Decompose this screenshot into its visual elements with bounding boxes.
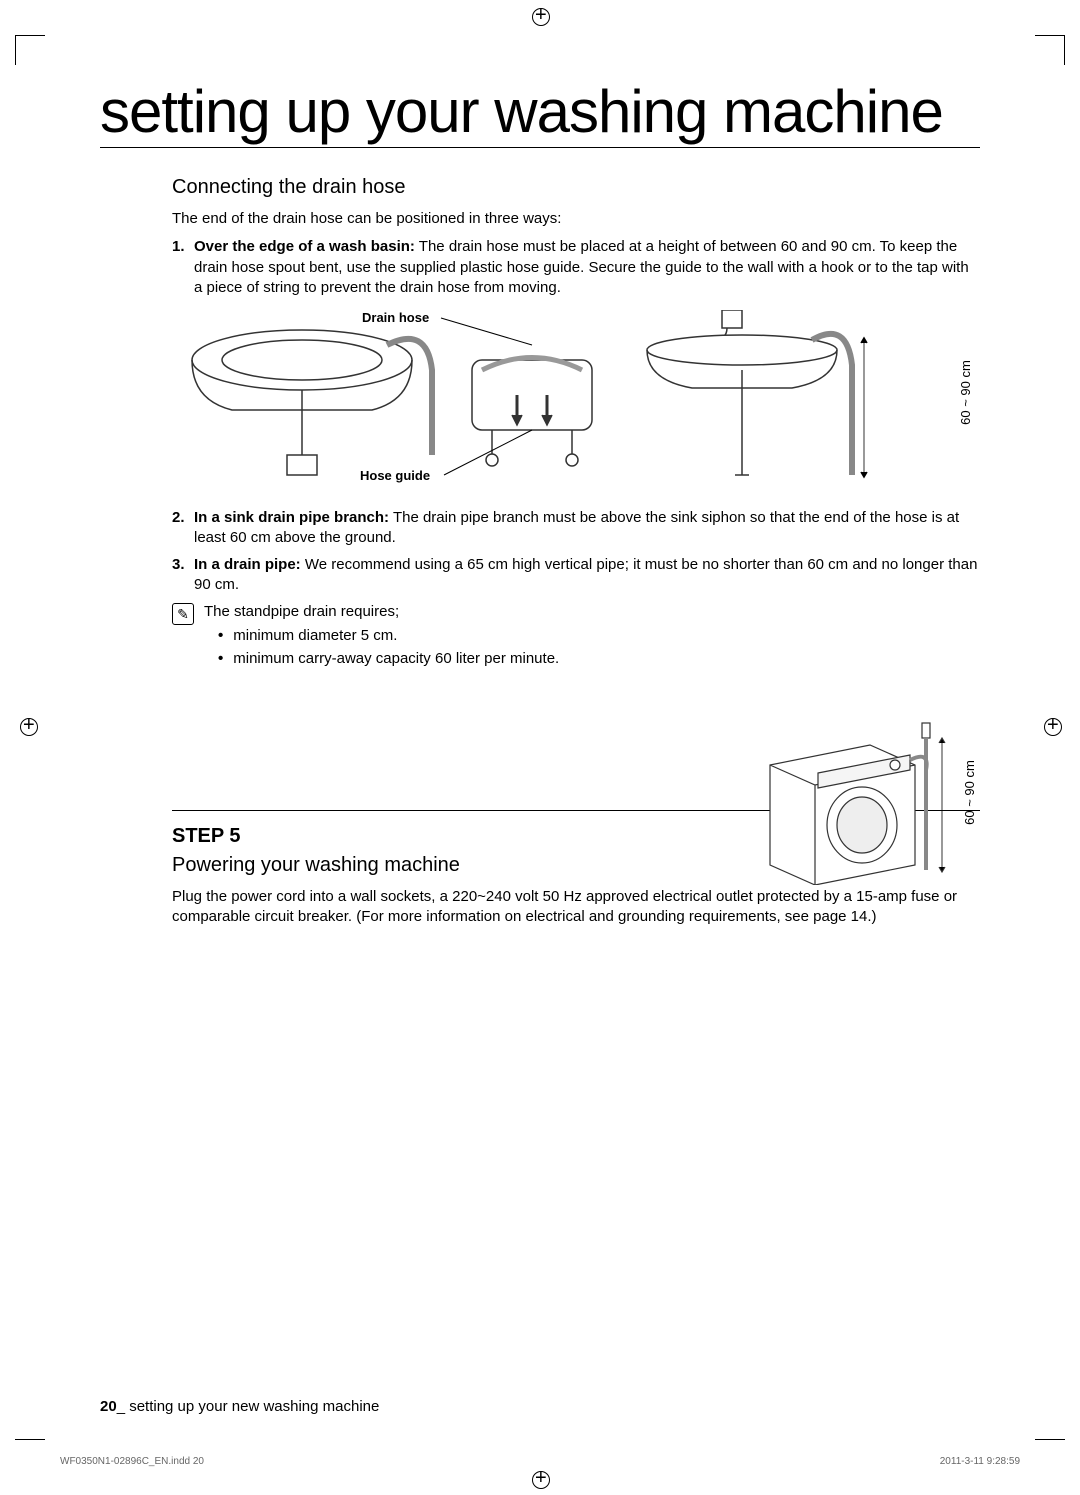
item-number: 3. [172, 555, 194, 596]
item-text: In a sink drain pipe branch: The drain p… [194, 508, 980, 549]
registration-mark-left [20, 718, 36, 734]
indd-filename: WF0350N1-02896C_EN.indd 20 [60, 1456, 204, 1467]
crop-mark-tl [15, 35, 45, 65]
bullet-text: minimum carry-away capacity 60 liter per… [233, 648, 559, 671]
step5-body: Plug the power cord into a wall sockets,… [172, 887, 980, 928]
note-text: The standpipe drain requires; [204, 603, 399, 620]
registration-mark-bottom [532, 1471, 548, 1487]
drain-hose-diagram: Drain hose Hose guide 60 ~ 90 cm [172, 310, 980, 490]
page-footer: 20_ setting up your new washing machine [100, 1398, 980, 1415]
hose-guide-label: Hose guide [360, 468, 430, 483]
note-icon: ✎ [172, 603, 194, 625]
washer-diagram: 60 ~ 90 cm [750, 715, 980, 885]
note-row: ✎ The standpipe drain requires; [172, 603, 980, 625]
standpipe-bullets: • minimum diameter 5 cm. • minimum carry… [218, 625, 980, 670]
height-label-2: 60 ~ 90 cm [962, 760, 977, 825]
page-content: setting up your washing machine Connecti… [100, 80, 980, 1415]
crop-mark-tr [1035, 35, 1065, 65]
registration-mark-right [1044, 718, 1060, 734]
item-text: Over the edge of a wash basin: The drain… [194, 237, 980, 298]
washer-svg [750, 715, 960, 885]
registration-mark-top [532, 8, 548, 24]
footer-text: setting up your new washing machine [125, 1398, 379, 1415]
drain-hose-list: 1. Over the edge of a wash basin: The dr… [172, 237, 980, 298]
list-item: 2. In a sink drain pipe branch: The drai… [172, 508, 980, 549]
drain-hose-list-2: 2. In a sink drain pipe branch: The drai… [172, 508, 980, 595]
bullet-text: minimum diameter 5 cm. [233, 625, 397, 648]
indesign-footer: WF0350N1-02896C_EN.indd 20 2011-3-11 9:2… [60, 1456, 1020, 1467]
sink-diagram-svg [172, 310, 892, 485]
bullet-dot: • [218, 648, 223, 671]
bullet-item: • minimum carry-away capacity 60 liter p… [218, 648, 980, 671]
list-item: 1. Over the edge of a wash basin: The dr… [172, 237, 980, 298]
list-item: 3. In a drain pipe: We recommend using a… [172, 555, 980, 596]
indd-timestamp: 2011-3-11 9:28:59 [940, 1456, 1020, 1467]
bullet-item: • minimum diameter 5 cm. [218, 625, 980, 648]
item-number: 1. [172, 237, 194, 298]
page-number: 20 [100, 1398, 117, 1415]
crop-mark-bl [15, 1410, 45, 1440]
footer-separator: _ [117, 1398, 125, 1415]
drain-hose-label: Drain hose [362, 310, 429, 325]
intro-text: The end of the drain hose can be positio… [172, 209, 980, 229]
height-label-1: 60 ~ 90 cm [958, 360, 973, 425]
crop-mark-br [1035, 1410, 1065, 1440]
item-text: In a drain pipe: We recommend using a 65… [194, 555, 980, 596]
bullet-dot: • [218, 625, 223, 648]
section-heading-drain-hose: Connecting the drain hose [172, 176, 980, 199]
item-number: 2. [172, 508, 194, 549]
page-title: setting up your washing machine [100, 80, 980, 148]
